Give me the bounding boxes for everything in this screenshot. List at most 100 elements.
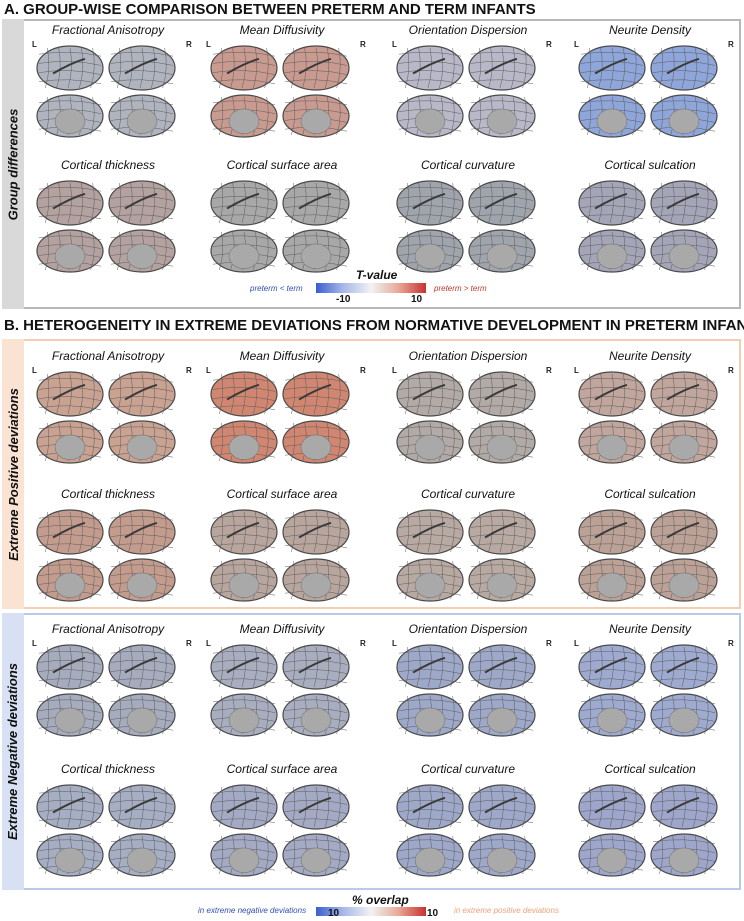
brain-medial-view <box>396 833 464 877</box>
colorbar-a-title: T-value <box>356 268 398 282</box>
brain-lateral-view <box>108 371 176 417</box>
brain-medial-view <box>650 420 718 464</box>
brain-medial-view <box>282 693 350 737</box>
hemisphere-right-label: R <box>728 366 734 375</box>
brain-lateral-view <box>650 45 718 91</box>
brain-medial-view <box>650 833 718 877</box>
brain-medial-view <box>108 420 176 464</box>
brain-medial-view <box>468 94 536 138</box>
brain-lateral-view <box>468 509 536 555</box>
hemisphere-left-label: L <box>392 639 397 648</box>
brain-medial-view <box>108 558 176 602</box>
hemisphere-right-label: R <box>186 366 192 375</box>
brain-medial-view <box>468 229 536 273</box>
brain-lateral-view <box>650 644 718 690</box>
hemisphere-left-label: L <box>32 40 37 49</box>
brain-lateral-view <box>578 45 646 91</box>
colorbar-a-gradient <box>316 283 426 293</box>
map-title: Cortical surface area <box>226 487 338 501</box>
map-title: Cortical surface area <box>226 158 338 172</box>
colorbar-a-max: 10 <box>411 294 423 305</box>
colorbar-b-right-note: in extreme positive deviations <box>454 906 559 915</box>
brain-lateral-view <box>650 371 718 417</box>
map-title: Fractional Anisotropy <box>51 349 165 363</box>
brain-lateral-view <box>650 180 718 226</box>
brain-lateral-view <box>210 180 278 226</box>
map-title: Cortical surface area <box>226 762 338 776</box>
side-label-extreme-positive: Extreme Positive deviations <box>2 339 24 609</box>
brain-medial-view <box>578 94 646 138</box>
hemisphere-right-label: R <box>360 40 366 49</box>
brain-medial-view <box>578 558 646 602</box>
brain-lateral-view <box>468 45 536 91</box>
brain-lateral-view <box>108 45 176 91</box>
hemisphere-right-label: R <box>728 639 734 648</box>
brain-lateral-view <box>468 644 536 690</box>
colorbar-b-max: 10 <box>427 908 439 919</box>
brain-lateral-view <box>108 784 176 830</box>
brain-lateral-view <box>578 371 646 417</box>
map-title: Cortical sulcation <box>604 762 696 776</box>
brain-medial-view <box>650 94 718 138</box>
colorbar-b-gradient <box>316 907 426 916</box>
map-title: Cortical thickness <box>60 487 156 501</box>
brain-lateral-view <box>282 371 350 417</box>
brain-lateral-view <box>36 509 104 555</box>
brain-lateral-view <box>36 371 104 417</box>
brain-medial-view <box>108 94 176 138</box>
hemisphere-left-label: L <box>206 40 211 49</box>
brain-medial-view <box>210 833 278 877</box>
hemisphere-right-label: R <box>186 639 192 648</box>
hemisphere-right-label: R <box>728 40 734 49</box>
brain-lateral-view <box>282 180 350 226</box>
brain-medial-view <box>650 693 718 737</box>
brain-lateral-view <box>282 509 350 555</box>
brain-lateral-view <box>396 371 464 417</box>
brain-medial-view <box>210 94 278 138</box>
brain-lateral-view <box>468 371 536 417</box>
section-b-title: B. HETEROGENEITY IN EXTREME DEVIATIONS F… <box>4 317 744 334</box>
map-title: Mean Diffusivity <box>239 622 325 636</box>
brain-medial-view <box>282 558 350 602</box>
hemisphere-right-label: R <box>546 40 552 49</box>
side-label-group-differences: Group differences <box>2 19 24 309</box>
map-title: Neurite Density <box>608 23 692 37</box>
brain-lateral-view <box>396 509 464 555</box>
colorbar-a-left-note: preterm < term <box>250 284 303 293</box>
hemisphere-left-label: L <box>392 366 397 375</box>
brain-medial-view <box>578 229 646 273</box>
brain-lateral-view <box>650 509 718 555</box>
map-title: Orientation Dispersion <box>408 23 528 37</box>
map-title: Cortical sulcation <box>604 487 696 501</box>
hemisphere-left-label: L <box>206 639 211 648</box>
brain-medial-view <box>210 420 278 464</box>
side-label-text: Group differences <box>5 108 21 220</box>
hemisphere-right-label: R <box>546 639 552 648</box>
brain-medial-view <box>36 833 104 877</box>
brain-lateral-view <box>210 644 278 690</box>
brain-lateral-view <box>282 45 350 91</box>
brain-lateral-view <box>210 45 278 91</box>
section-a-title: A. GROUP-WISE COMPARISON BETWEEN PRETERM… <box>4 1 536 18</box>
brain-lateral-view <box>36 784 104 830</box>
brain-lateral-view <box>650 784 718 830</box>
colorbar-a-min: -10 <box>336 294 351 305</box>
hemisphere-left-label: L <box>32 639 37 648</box>
brain-medial-view <box>468 693 536 737</box>
brain-medial-view <box>650 558 718 602</box>
hemisphere-right-label: R <box>546 366 552 375</box>
map-title: Neurite Density <box>608 622 692 636</box>
brain-medial-view <box>210 229 278 273</box>
colorbar-b-left-note: in extreme negative deviations <box>198 906 307 915</box>
hemisphere-right-label: R <box>360 639 366 648</box>
colorbar-b-title: % overlap <box>352 893 409 907</box>
map-title: Orientation Dispersion <box>408 349 528 363</box>
brain-medial-view <box>36 558 104 602</box>
colorbar-b-min: 10 <box>328 908 340 919</box>
map-title: Mean Diffusivity <box>239 349 325 363</box>
brain-medial-view <box>36 420 104 464</box>
side-label-text: Extreme Positive deviations <box>5 387 21 561</box>
brain-medial-view <box>396 420 464 464</box>
brain-medial-view <box>650 229 718 273</box>
map-title: Cortical thickness <box>60 158 156 172</box>
